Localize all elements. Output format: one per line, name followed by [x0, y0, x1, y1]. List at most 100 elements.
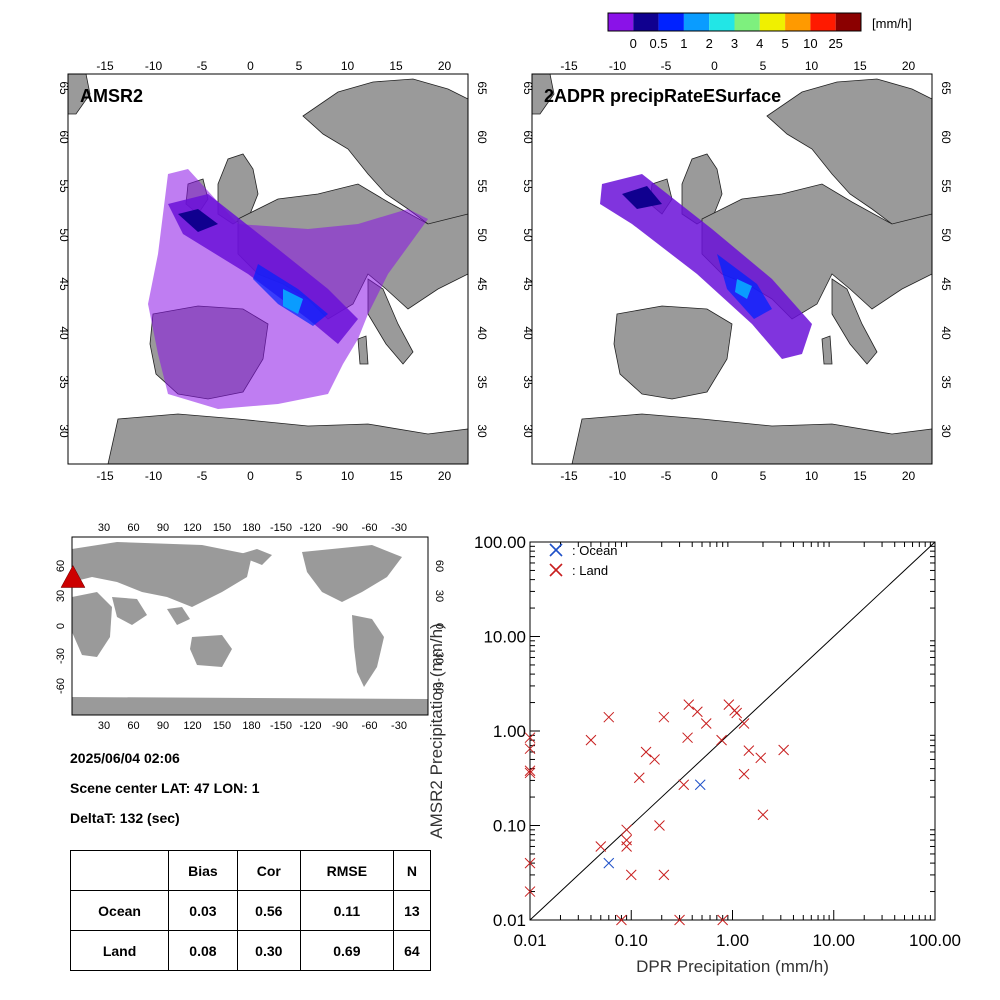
colorbar-label: 4 [756, 36, 763, 51]
land-point [716, 734, 727, 746]
lon-tick-label: 10 [805, 469, 819, 483]
x-tick-label: 100.00 [909, 931, 961, 950]
table-header-cell: RMSE [299, 850, 394, 891]
y-tick-label: 10.00 [483, 628, 526, 647]
lat-tick-label: 65 [521, 81, 535, 95]
globe-frame [71, 536, 429, 716]
lat-tick-label: 60 [939, 130, 953, 144]
land-point [633, 772, 645, 784]
lon-tick-label: 0 [711, 469, 718, 483]
lon-tick-label: -10 [609, 469, 627, 483]
map-dpr-panel: 2ADPR precipRateESurface -15-15-10-10-5-… [521, 59, 953, 483]
colorbar-labels: 0 0.5 1 2 3 4 5 10 25 [630, 36, 843, 51]
globe-lon-tick: 30 [98, 522, 110, 534]
lat-tick-label: 60 [475, 130, 489, 144]
landmass-shapes [531, 73, 933, 465]
amsr2-swath [168, 194, 358, 344]
lat-tick-label: 35 [475, 375, 489, 389]
x-tick-label: 0.10 [615, 931, 648, 950]
lat-tick-label: 65 [475, 81, 489, 95]
globe-axis-ticks: 30 60 90 120 150 180 -150 -120 -90 -60 -30 30 60 90 12… [55, 522, 445, 732]
lon-tick-label: 0 [247, 469, 254, 483]
chart-legend: : Ocean : Land [549, 543, 618, 578]
colorbar-swatch [785, 13, 811, 31]
legend-entry: : Land [549, 563, 608, 578]
lon-tick-label: 15 [389, 59, 403, 73]
table-cell: 0.03 [168, 890, 238, 931]
globe-lat-tick: -60 [55, 678, 67, 694]
land-point [625, 869, 637, 881]
colorbar-frame [607, 12, 862, 32]
globe-lon-tick: -30 [391, 522, 407, 534]
land-point [524, 886, 536, 897]
table-row: Land 0.08 0.30 0.69 64 [69, 930, 432, 971]
colorbar: 0 0.5 1 2 3 4 5 10 25 [mm/h] [607, 12, 912, 51]
lon-tick-label: -5 [197, 59, 208, 73]
table-row: Ocean 0.03 0.56 0.11 13 [69, 890, 432, 931]
globe-lat-tick: 60 [433, 560, 445, 572]
table-cell: 0.11 [299, 890, 394, 931]
colorbar-label: 5 [781, 36, 788, 51]
table-header-cell [69, 850, 170, 891]
land-point [658, 711, 670, 723]
legend-marker [549, 563, 563, 577]
globe-lat-tick: -30 [55, 648, 67, 664]
land-point [738, 768, 750, 780]
globe-lon-tick: 180 [242, 522, 260, 534]
globe-lat-tick: 0 [433, 623, 445, 629]
y-tick-label: 1.00 [493, 722, 526, 741]
globe-lon-tick: -150 [270, 720, 292, 732]
globe-lon-tick: 120 [183, 522, 201, 534]
colorbar-swatch [683, 13, 710, 31]
globe-lon-tick: 30 [98, 720, 110, 732]
map-title: 2ADPR precipRateESurface [544, 86, 781, 106]
lat-tick-label: 55 [939, 179, 953, 193]
lon-tick-label: 0 [247, 59, 254, 73]
land-point [640, 746, 652, 758]
lon-tick-label: 20 [438, 59, 452, 73]
land-point [674, 914, 685, 926]
table-header-cell: Cor [236, 850, 301, 891]
lon-tick-label: -5 [661, 59, 672, 73]
land-point [682, 732, 693, 744]
legend-entry: : Ocean [549, 543, 618, 558]
globe-lon-tick: 120 [183, 720, 201, 732]
lat-tick-label: 35 [57, 375, 71, 389]
globe-lon-tick: -120 [299, 522, 321, 534]
lon-tick-label: 20 [438, 469, 452, 483]
table-header-row: Bias Cor RMSE N [69, 850, 432, 891]
land-point [658, 869, 670, 881]
lat-tick-label: 30 [939, 424, 953, 438]
lon-tick-label: -15 [560, 59, 578, 73]
dpr-swath [600, 174, 812, 359]
map-frame [67, 73, 469, 465]
row-label: Ocean [69, 890, 170, 931]
globe-lat-tick: 60 [55, 560, 67, 572]
land-point [621, 841, 632, 852]
lat-tick-label: 50 [939, 228, 953, 242]
table-header-cell: N [392, 850, 432, 891]
scene-center-text: Scene center LAT: 47 LON: 1 [70, 780, 260, 796]
lat-tick-label: 55 [521, 179, 535, 193]
lon-tick-label: -15 [96, 469, 114, 483]
colorbar-label: 0 [630, 36, 637, 51]
colorbar-swatch [633, 13, 659, 31]
land-point [743, 745, 755, 756]
lon-tick-label: -15 [560, 469, 578, 483]
lon-tick-label: 15 [853, 469, 867, 483]
lon-tick-label: 10 [805, 59, 819, 73]
globe-lon-tick: -60 [362, 522, 378, 534]
globe-lon-tick: 150 [213, 522, 231, 534]
colorbar-swatch [734, 13, 760, 31]
land-point [731, 707, 743, 719]
colorbar-swatch [835, 13, 861, 31]
table-cell: 0.30 [236, 930, 301, 971]
lon-tick-label: 10 [341, 469, 355, 483]
globe-lon-tick: 180 [242, 720, 260, 732]
land-point [738, 718, 750, 729]
x-tick-label: 10.00 [812, 931, 855, 950]
statistics-table: Bias Cor RMSE N Ocean 0.03 0.56 0.11 13 … [69, 850, 432, 971]
colorbar-label: 10 [803, 36, 817, 51]
land-point [524, 732, 536, 744]
land-point [700, 718, 712, 729]
